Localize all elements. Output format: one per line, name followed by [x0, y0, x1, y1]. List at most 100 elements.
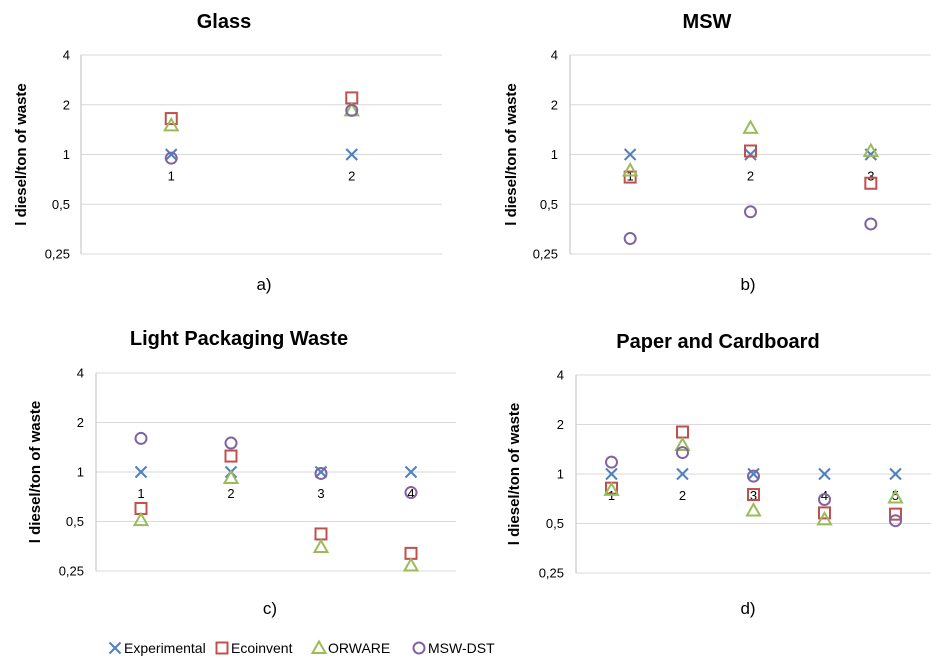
series-ecoinvent	[134, 449, 418, 560]
y-tick-label: 0,25	[533, 247, 558, 262]
data-point-stroke-b	[605, 467, 618, 481]
y-tick-label: 0,25	[539, 566, 564, 581]
panel-label: c)	[263, 599, 277, 618]
category-label: 2	[679, 488, 686, 503]
series-orware	[163, 101, 360, 132]
chart-title: Glass	[197, 11, 251, 33]
data-point	[132, 511, 150, 527]
data-point	[889, 514, 902, 528]
y-tick-label: 1	[63, 147, 70, 162]
legend-marker	[310, 639, 328, 654]
data-point	[404, 486, 418, 500]
category-label: 2	[227, 486, 234, 501]
panel-label: d)	[740, 599, 755, 618]
legend-item: Experimental	[108, 640, 206, 656]
y-tick-label: 0,5	[52, 197, 70, 212]
data-point	[134, 465, 148, 479]
data-point-stroke-b	[747, 467, 760, 481]
y-tick-label: 4	[63, 48, 70, 63]
y-tick-label: 2	[63, 97, 70, 112]
data-point	[742, 119, 759, 134]
legend-label: Experimental	[124, 640, 206, 656]
data-point	[224, 449, 238, 463]
series-experimental	[605, 467, 902, 481]
series-orware	[621, 119, 880, 177]
data-point	[676, 467, 689, 481]
legend: Experimental Ecoinvent ORWARE MSW-DST	[108, 639, 495, 656]
data-point	[605, 455, 618, 469]
data-point	[623, 170, 637, 184]
legend-label: Ecoinvent	[231, 640, 293, 656]
data-point	[404, 465, 418, 479]
data-point	[224, 436, 238, 450]
data-point	[345, 103, 359, 117]
y-tick-label: 0,5	[66, 514, 84, 529]
data-point	[862, 142, 880, 157]
category-label: 4	[821, 488, 828, 503]
series-orware	[603, 436, 904, 526]
data-point	[744, 205, 757, 219]
data-point	[816, 510, 833, 526]
y-axis-label: l diesel/ton of waste	[13, 83, 30, 226]
data-point	[744, 144, 757, 158]
y-tick-label: 4	[557, 368, 564, 383]
data-point-stroke-b	[889, 467, 902, 481]
category-label: 2	[348, 169, 355, 184]
data-point	[674, 436, 691, 452]
series-orware	[132, 469, 420, 572]
category-label: 1	[137, 486, 144, 501]
chart-title: Light Packaging Waste	[130, 328, 348, 350]
data-point	[747, 467, 760, 481]
series-experimental	[165, 148, 358, 161]
y-tick-label: 1	[557, 467, 564, 482]
panel-label: b)	[740, 275, 755, 294]
data-point	[747, 488, 760, 502]
category-label: 2	[747, 169, 754, 184]
legend-item: MSW-DST	[412, 640, 495, 656]
y-tick-label: 0,5	[546, 516, 564, 531]
data-point-stroke-b	[744, 148, 757, 161]
series-ecoinvent	[164, 91, 359, 126]
data-point	[222, 469, 240, 484]
legend-marker	[215, 641, 229, 655]
chart-title: MSW	[683, 11, 732, 33]
data-point-stroke-b	[165, 148, 178, 161]
data-point	[745, 501, 762, 517]
chart-panel-4: 0,25 0,5 1 2 4 Paper and Cardboard d) l diesel/…	[506, 331, 931, 618]
series-msw-dst	[164, 103, 359, 165]
data-point	[818, 506, 831, 520]
y-tick-label: 1	[551, 147, 558, 162]
y-tick-label: 2	[551, 97, 558, 112]
y-tick-label: 4	[551, 48, 558, 63]
legend-label: ORWARE	[328, 640, 390, 656]
data-point-stroke-b	[134, 465, 148, 479]
y-axis-label: l diesel/ton of waste	[27, 401, 44, 544]
series-msw-dst	[623, 205, 878, 246]
series-ecoinvent	[605, 425, 902, 521]
data-point	[312, 538, 330, 553]
legend-label: MSW-DST	[428, 640, 495, 656]
category-label: 3	[867, 169, 874, 184]
data-point	[402, 556, 420, 572]
data-point	[164, 112, 178, 126]
data-point	[345, 148, 358, 161]
chart-panel-1: 0,25 0,5 1 2 4 Glass a) l diesel/ton of waste 1 2	[13, 11, 442, 294]
legend-marker	[412, 641, 426, 655]
y-tick-label: 2	[557, 417, 564, 432]
data-point	[621, 161, 639, 177]
data-point	[345, 91, 359, 105]
y-tick-label: 2	[77, 415, 84, 430]
series-msw-dst	[134, 431, 418, 500]
legend-marker-stroke-b	[108, 641, 122, 655]
data-point	[676, 425, 689, 439]
y-tick-label: 0,25	[59, 564, 84, 579]
data-point-stroke-b	[345, 148, 358, 161]
data-point	[603, 481, 620, 496]
data-point	[623, 148, 637, 161]
y-axis-label: l diesel/ton of waste	[506, 403, 523, 546]
data-point-stroke-b	[623, 148, 637, 161]
data-point	[163, 116, 180, 132]
data-point	[887, 488, 904, 504]
data-point	[864, 176, 878, 190]
